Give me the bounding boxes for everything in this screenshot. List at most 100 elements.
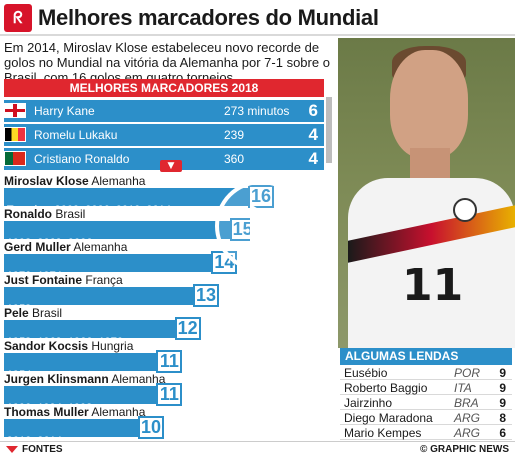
scorer-row: Just Fontaine França 1958 13 [4, 273, 334, 317]
legend-goals: 6 [499, 426, 506, 440]
header: ᖇ Melhores marcadores do Mundial [0, 0, 515, 36]
sources-link[interactable]: FONTES [6, 444, 63, 455]
photo-head [390, 50, 468, 158]
scorer-player: Just Fontaine [4, 273, 83, 287]
legend-team: ARG [454, 411, 481, 425]
scorer-row: Jurgen Klinsmann Alemanha 1990, 1994, 199… [4, 372, 334, 416]
scorer-bar: 1958, 1962, 1966, 1970 [4, 320, 181, 348]
sources-label: FONTES [22, 444, 63, 455]
scorer-player: Sandor Kocsis [4, 339, 89, 353]
scorer-goals: 11 [156, 383, 183, 406]
hs-name: Harry Kane [34, 104, 95, 118]
scorer-player: Ronaldo [4, 207, 52, 221]
legend-name: Diego Maradona [344, 411, 433, 425]
footer: FONTES © GRAPHIC NEWS [0, 441, 515, 457]
scorer-country: Alemanha [111, 372, 166, 386]
scorer-player: Gerd Muller [4, 240, 71, 254]
scorer-goals: 11 [156, 350, 183, 373]
scorer-name: Gerd Muller Alemanha [4, 240, 127, 254]
scorer-country: Brasil [32, 306, 63, 320]
scorer-goals: 10 [138, 416, 164, 439]
graphic-news-logo: ᖇ [4, 4, 32, 32]
hs-time: 273 minutos [224, 104, 290, 118]
scorer-country: Brasil [55, 207, 86, 221]
hs-name: Romelu Lukaku [34, 128, 118, 142]
scorer-years: 1958 [6, 303, 31, 315]
hs-row: Romelu Lukaku 239 4 [4, 124, 324, 146]
scorer-years: Torneios: 2002, 2006, 2010, 2014 [6, 204, 171, 216]
scorer-country: França [85, 273, 123, 287]
legend-row: Jairzinho BRA 9 [340, 395, 512, 410]
legend-row: Diego Maradona ARG 8 [340, 410, 512, 425]
scorer-goals: 13 [193, 284, 219, 307]
scorer-row: Pele Brasil 1958, 1962, 1966, 1970 12 [4, 306, 334, 350]
hs-time: 360 [224, 152, 245, 166]
scorer-bar: Torneios: 2002, 2006, 2010, 2014 [4, 188, 254, 216]
page-title: Melhores marcadores do Mundial [38, 5, 379, 30]
scorer-years: 1954 [6, 369, 31, 381]
top-scorers-2018-panel: MELHORES MARCADORES 2018 Harry Kane 273 … [0, 79, 332, 239]
legend-name: Eusébio [344, 366, 388, 380]
scorer-player: Jurgen Klinsmann [4, 372, 109, 386]
scorer-row: Miroslav Klose Alemanha Torneios: 2002, 2… [4, 174, 334, 218]
england-flag-icon [4, 103, 26, 118]
photo-shirt-number: 11 [402, 260, 464, 311]
photo-crest-icon [453, 198, 477, 222]
legend-row: Mario Kempes ARG 6 [340, 425, 512, 440]
scorer-player: Pele [4, 306, 29, 320]
scorer-name: Jurgen Klinsmann Alemanha [4, 372, 165, 386]
scorer-name: Miroslav Klose Alemanha [4, 174, 145, 188]
scorer-country: Alemanha [91, 405, 146, 419]
photo-shirt [348, 178, 515, 348]
scorer-country: Hungria [91, 339, 134, 353]
scorer-bar: 1998, 2002, 2006 [4, 221, 236, 249]
hs-goals: 4 [308, 125, 318, 144]
legend-team: BRA [454, 396, 479, 410]
scorer-years: 1998, 2002, 2006 [6, 237, 92, 249]
scorer-name: Thomas Muller Alemanha [4, 405, 145, 419]
scorer-player: Miroslav Klose [4, 174, 89, 188]
legend-team: ARG [454, 426, 481, 440]
scorer-years: 1970, 1974 [6, 270, 62, 282]
scorer-country: Alemanha [73, 240, 128, 254]
legend-name: Mario Kempes [344, 426, 422, 440]
belgium-flag-icon [4, 127, 26, 142]
scorer-name: Ronaldo Brasil [4, 207, 85, 221]
hs-name: Cristiano Ronaldo [34, 152, 130, 166]
scorer-goals: 12 [174, 317, 201, 340]
play-button[interactable] [215, 180, 307, 272]
scorer-bar: 1990, 1994, 1998 [4, 386, 163, 414]
credit: © GRAPHIC NEWS [419, 444, 509, 455]
hs-row: Cristiano Ronaldo 360 4 [4, 148, 324, 170]
hs-scrollbar[interactable] [326, 97, 332, 163]
legend-name: Roberto Baggio [344, 381, 428, 395]
player-photo: 11 [338, 38, 515, 348]
legend-goals: 9 [499, 366, 506, 380]
portugal-flag-icon [4, 151, 26, 166]
scorer-years: 1990, 1994, 1998 [6, 402, 92, 414]
legends-table: ALGUMAS LENDAS Eusébio POR 9 Roberto Bag… [340, 348, 512, 441]
scorer-row: Gerd Muller Alemanha 1970, 1974 14 [4, 240, 334, 284]
legend-name: Jairzinho [344, 396, 393, 410]
scorer-years: 1958, 1962, 1966, 1970 [6, 336, 123, 348]
chevron-down-icon[interactable]: ▼ [160, 160, 182, 172]
scorer-bar: 1958 [4, 287, 199, 315]
hs-row: Harry Kane 273 minutos 6 [4, 100, 324, 122]
scorer-name: Just Fontaine França [4, 273, 123, 287]
scorer-name: Sandor Kocsis Hungria [4, 339, 133, 353]
legend-row: Roberto Baggio ITA 9 [340, 380, 512, 395]
play-icon [250, 204, 288, 248]
legend-team: ITA [454, 381, 472, 395]
scorer-bar: 1954 [4, 353, 163, 381]
hs-time: 239 [224, 128, 245, 142]
hs-goals: 4 [308, 149, 318, 168]
hs-goals: 6 [308, 101, 318, 120]
scorer-bar: 2010, 2014 [4, 419, 144, 447]
legend-team: POR [454, 366, 481, 380]
legends-title: ALGUMAS LENDAS [340, 348, 512, 365]
triangle-down-icon [6, 445, 18, 453]
scorer-bar: 1970, 1974 [4, 254, 218, 282]
scorer-row: Sandor Kocsis Hungria 1954 11 [4, 339, 334, 383]
legend-goals: 9 [499, 396, 506, 410]
scorer-player: Thomas Muller [4, 405, 89, 419]
